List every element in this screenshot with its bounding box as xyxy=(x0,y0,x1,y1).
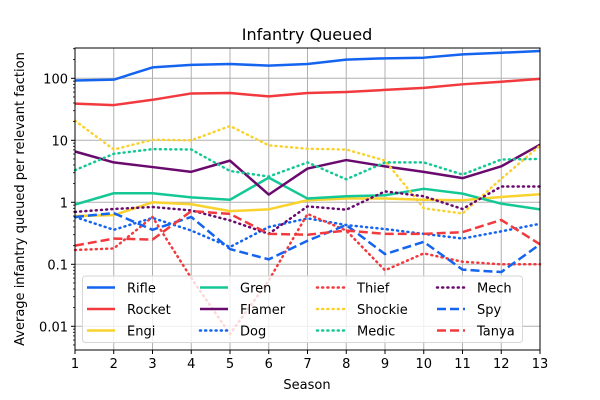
y-tick-label: 0.01 xyxy=(39,320,68,335)
series-line-tanya xyxy=(74,209,541,247)
chart-title: Infantry Queued xyxy=(242,25,373,44)
x-tick-label: 13 xyxy=(532,357,549,372)
legend-item-mech: Mech xyxy=(435,282,512,297)
legend-label: Rifle xyxy=(127,282,156,297)
legend-item-dog: Dog xyxy=(198,325,266,340)
y-axis: 0.01 0.1 1 10 100 xyxy=(39,48,75,346)
x-tick-label: 3 xyxy=(148,357,156,372)
y-tick-label: 0.1 xyxy=(47,258,68,273)
legend-label: Medic xyxy=(357,325,395,340)
x-tick-label: 8 xyxy=(342,357,350,372)
series-line-mech xyxy=(73,185,542,236)
x-tick-label: 2 xyxy=(110,357,118,372)
x-tick-label: 9 xyxy=(381,357,389,372)
x-tick-label: 7 xyxy=(303,357,311,372)
legend-item-flamer: Flamer xyxy=(200,303,286,318)
x-tick-label: 1 xyxy=(71,357,79,372)
legend-item-spy: Spy xyxy=(437,303,502,318)
legend-label: Shockie xyxy=(357,303,408,318)
legend-label: Spy xyxy=(477,303,502,318)
series-line-engi xyxy=(74,192,541,218)
legend-label: Thief xyxy=(356,282,390,297)
series-line-rocket xyxy=(74,77,541,107)
series-line-gren xyxy=(74,176,541,211)
x-tick-label: 4 xyxy=(187,357,195,372)
series-line-medic xyxy=(73,147,542,181)
y-tick-label: 10 xyxy=(51,134,68,149)
plot-lines xyxy=(73,49,542,336)
legend-item-rifle: Rifle xyxy=(87,282,156,297)
legend-label: Dog xyxy=(240,325,266,340)
legend-item-thief: Thief xyxy=(315,282,390,297)
series-line-spy xyxy=(74,211,541,274)
legend-item-shockie: Shockie xyxy=(315,303,408,318)
legend: Rifle Rocket Engi Gren Flamer Dog Thief Shockie… xyxy=(82,275,523,343)
legend-box xyxy=(82,275,523,343)
y-axis-label: Average infantry queued per relevant fac… xyxy=(13,52,28,346)
x-tick-label: 11 xyxy=(454,357,471,372)
legend-label: Rocket xyxy=(127,303,171,318)
series-line-flamer xyxy=(74,143,541,196)
legend-item-tanya: Tanya xyxy=(437,325,515,340)
legend-item-medic: Medic xyxy=(315,325,395,340)
series-line-thief xyxy=(73,212,542,336)
x-tick-label: 12 xyxy=(493,357,510,372)
legend-label: Engi xyxy=(127,325,155,340)
legend-label: Mech xyxy=(477,282,512,297)
x-axis-label: Season xyxy=(283,378,330,393)
x-axis: 1 2 3 4 5 6 7 8 9 10 11 12 13 xyxy=(71,350,548,372)
legend-label: Gren xyxy=(240,282,271,297)
legend-label: Flamer xyxy=(240,303,286,318)
legend-item-gren: Gren xyxy=(200,282,271,297)
series-line-shockie xyxy=(73,119,542,215)
x-tick-label: 10 xyxy=(415,357,432,372)
legend-item-rocket: Rocket xyxy=(87,303,171,318)
series-line-rifle xyxy=(74,49,541,82)
x-tick-label: 6 xyxy=(265,357,273,372)
x-tick-label: 5 xyxy=(226,357,234,372)
legend-label: Tanya xyxy=(476,325,515,340)
legend-item-engi: Engi xyxy=(87,325,155,340)
y-tick-label: 1 xyxy=(60,196,68,211)
y-tick-label: 100 xyxy=(43,72,68,87)
